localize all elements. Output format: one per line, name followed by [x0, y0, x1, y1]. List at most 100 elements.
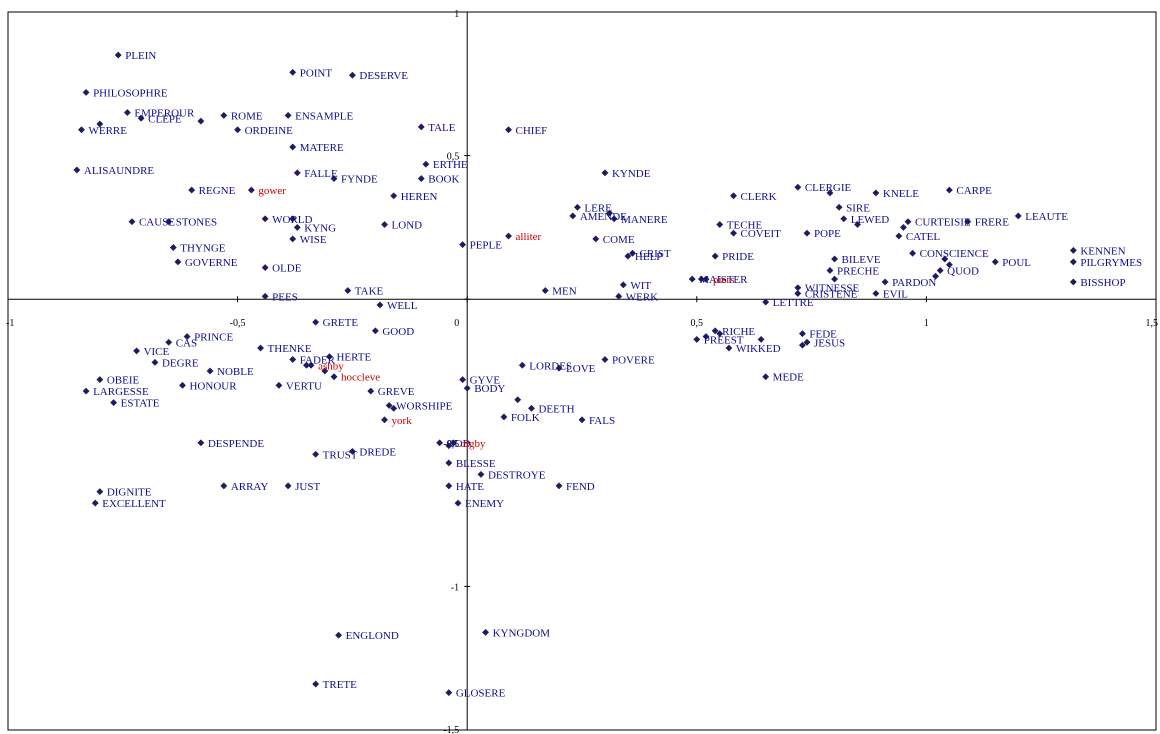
word-point-marker: [325, 353, 333, 361]
word-point-marker: [895, 232, 903, 240]
word-point-marker: [904, 218, 912, 226]
word-point-label: TRETE: [323, 679, 357, 691]
word-point-label: GRETE: [323, 317, 359, 329]
word-point-label: POUL: [1002, 257, 1031, 269]
word-point-label: PREEST: [704, 334, 744, 346]
word-point-marker: [541, 287, 549, 295]
word-point-label: WERRE: [88, 125, 127, 137]
word-point-marker: [137, 114, 145, 122]
word-point-marker: [454, 499, 462, 507]
word-point-label: BILEVE: [842, 254, 881, 266]
word-point-marker: [615, 292, 623, 300]
word-point-marker: [619, 281, 627, 289]
x-tick-label: 0,5: [691, 318, 704, 329]
word-point-label: MEDE: [773, 372, 804, 384]
word-point-marker: [578, 416, 586, 424]
word-point-label: PEPLE: [470, 240, 503, 252]
word-point-marker: [82, 387, 90, 395]
y-tick-label: -0,5: [443, 439, 459, 450]
word-point-label: WIKKED: [736, 343, 781, 355]
word-point-label: JESUS: [814, 337, 845, 349]
word-point-label: TRUST: [323, 449, 358, 461]
word-point-marker: [500, 413, 508, 421]
word-point-marker: [702, 332, 710, 341]
word-point-marker: [459, 376, 467, 384]
text-point-label: gower: [258, 185, 286, 197]
word-point-marker: [312, 318, 320, 326]
word-point-marker: [573, 203, 581, 211]
x-tick-label: -0,5: [230, 318, 246, 329]
word-point-label: LOVE: [566, 363, 596, 375]
word-point-marker: [261, 292, 269, 300]
word-point-label: ROME: [231, 110, 263, 122]
word-point-label: POVERE: [612, 355, 655, 367]
word-point-label: LARGESSE: [93, 386, 149, 398]
word-point-label: WITNESSE: [805, 283, 860, 295]
word-point-marker: [390, 404, 398, 412]
word-point-marker: [716, 330, 724, 338]
word-point-marker: [688, 275, 696, 283]
word-point-marker: [941, 255, 949, 263]
word-point-label: BODY: [474, 383, 505, 395]
word-point-label: PEES: [272, 291, 298, 303]
word-point-marker: [803, 229, 811, 237]
word-point-label: KNELE: [883, 188, 919, 200]
word-point-label: TALE: [428, 122, 456, 134]
word-point-label: WERK: [626, 291, 658, 303]
text-point-marker: [504, 232, 513, 240]
word-point-marker: [96, 120, 104, 128]
word-point-marker: [390, 192, 398, 200]
word-point-marker: [96, 376, 104, 384]
word-point-label: COVEIT: [741, 228, 782, 240]
word-point-marker: [482, 628, 490, 636]
word-point-marker: [831, 275, 839, 283]
word-point-marker: [289, 355, 297, 364]
word-point-label: MEN: [552, 286, 577, 298]
word-point-label: FRERE: [975, 217, 1010, 229]
word-point-marker: [605, 209, 614, 217]
word-point-label: LERE: [584, 202, 612, 214]
word-point-marker: [376, 301, 384, 309]
data-points: [73, 51, 1077, 697]
word-point-marker: [174, 258, 182, 266]
word-point-label: RICHE: [722, 326, 755, 338]
word-point-label: WORLD: [272, 214, 312, 226]
word-point-label: ARRAY: [231, 481, 269, 493]
text-point-marker: [307, 361, 315, 369]
word-point-marker: [293, 223, 301, 231]
word-point-label: GOVERNE: [185, 257, 238, 269]
word-point-marker: [762, 373, 770, 381]
word-point-label: GOD: [447, 438, 471, 450]
word-point-label: CLERK: [741, 191, 777, 203]
text-point-label: ashby: [318, 360, 344, 372]
word-point-marker: [610, 215, 618, 223]
word-point-marker: [165, 338, 173, 346]
word-point-marker: [197, 439, 205, 447]
word-point-marker: [284, 482, 292, 490]
word-point-label: POINT: [300, 67, 333, 79]
word-point-marker: [312, 680, 320, 688]
word-point-marker: [188, 186, 196, 194]
word-point-marker: [289, 143, 297, 151]
word-point-marker: [289, 215, 297, 223]
word-point-marker: [909, 249, 917, 257]
word-point-label: LORDES: [529, 360, 572, 372]
text-point-label: digby: [460, 438, 486, 450]
word-point-marker: [872, 289, 880, 298]
word-point-marker: [348, 447, 356, 455]
y-tick-label: 0,5: [447, 152, 460, 163]
word-point-marker: [330, 175, 338, 183]
word-point-label: TECHE: [727, 220, 763, 232]
word-point-label: SIRE: [846, 202, 870, 214]
word-point-label: CLERGIE: [805, 182, 852, 194]
word-point-marker: [289, 235, 297, 243]
word-point-label: BLESSE: [456, 458, 496, 470]
word-point-label: GREVE: [378, 386, 415, 398]
x-tick-label: 0: [454, 318, 459, 329]
word-point-marker: [729, 229, 738, 237]
word-point-label: NOBLE: [217, 366, 254, 378]
word-point-marker: [178, 381, 187, 389]
word-point-label: DIGNITE: [107, 487, 152, 499]
word-point-marker: [693, 335, 701, 343]
